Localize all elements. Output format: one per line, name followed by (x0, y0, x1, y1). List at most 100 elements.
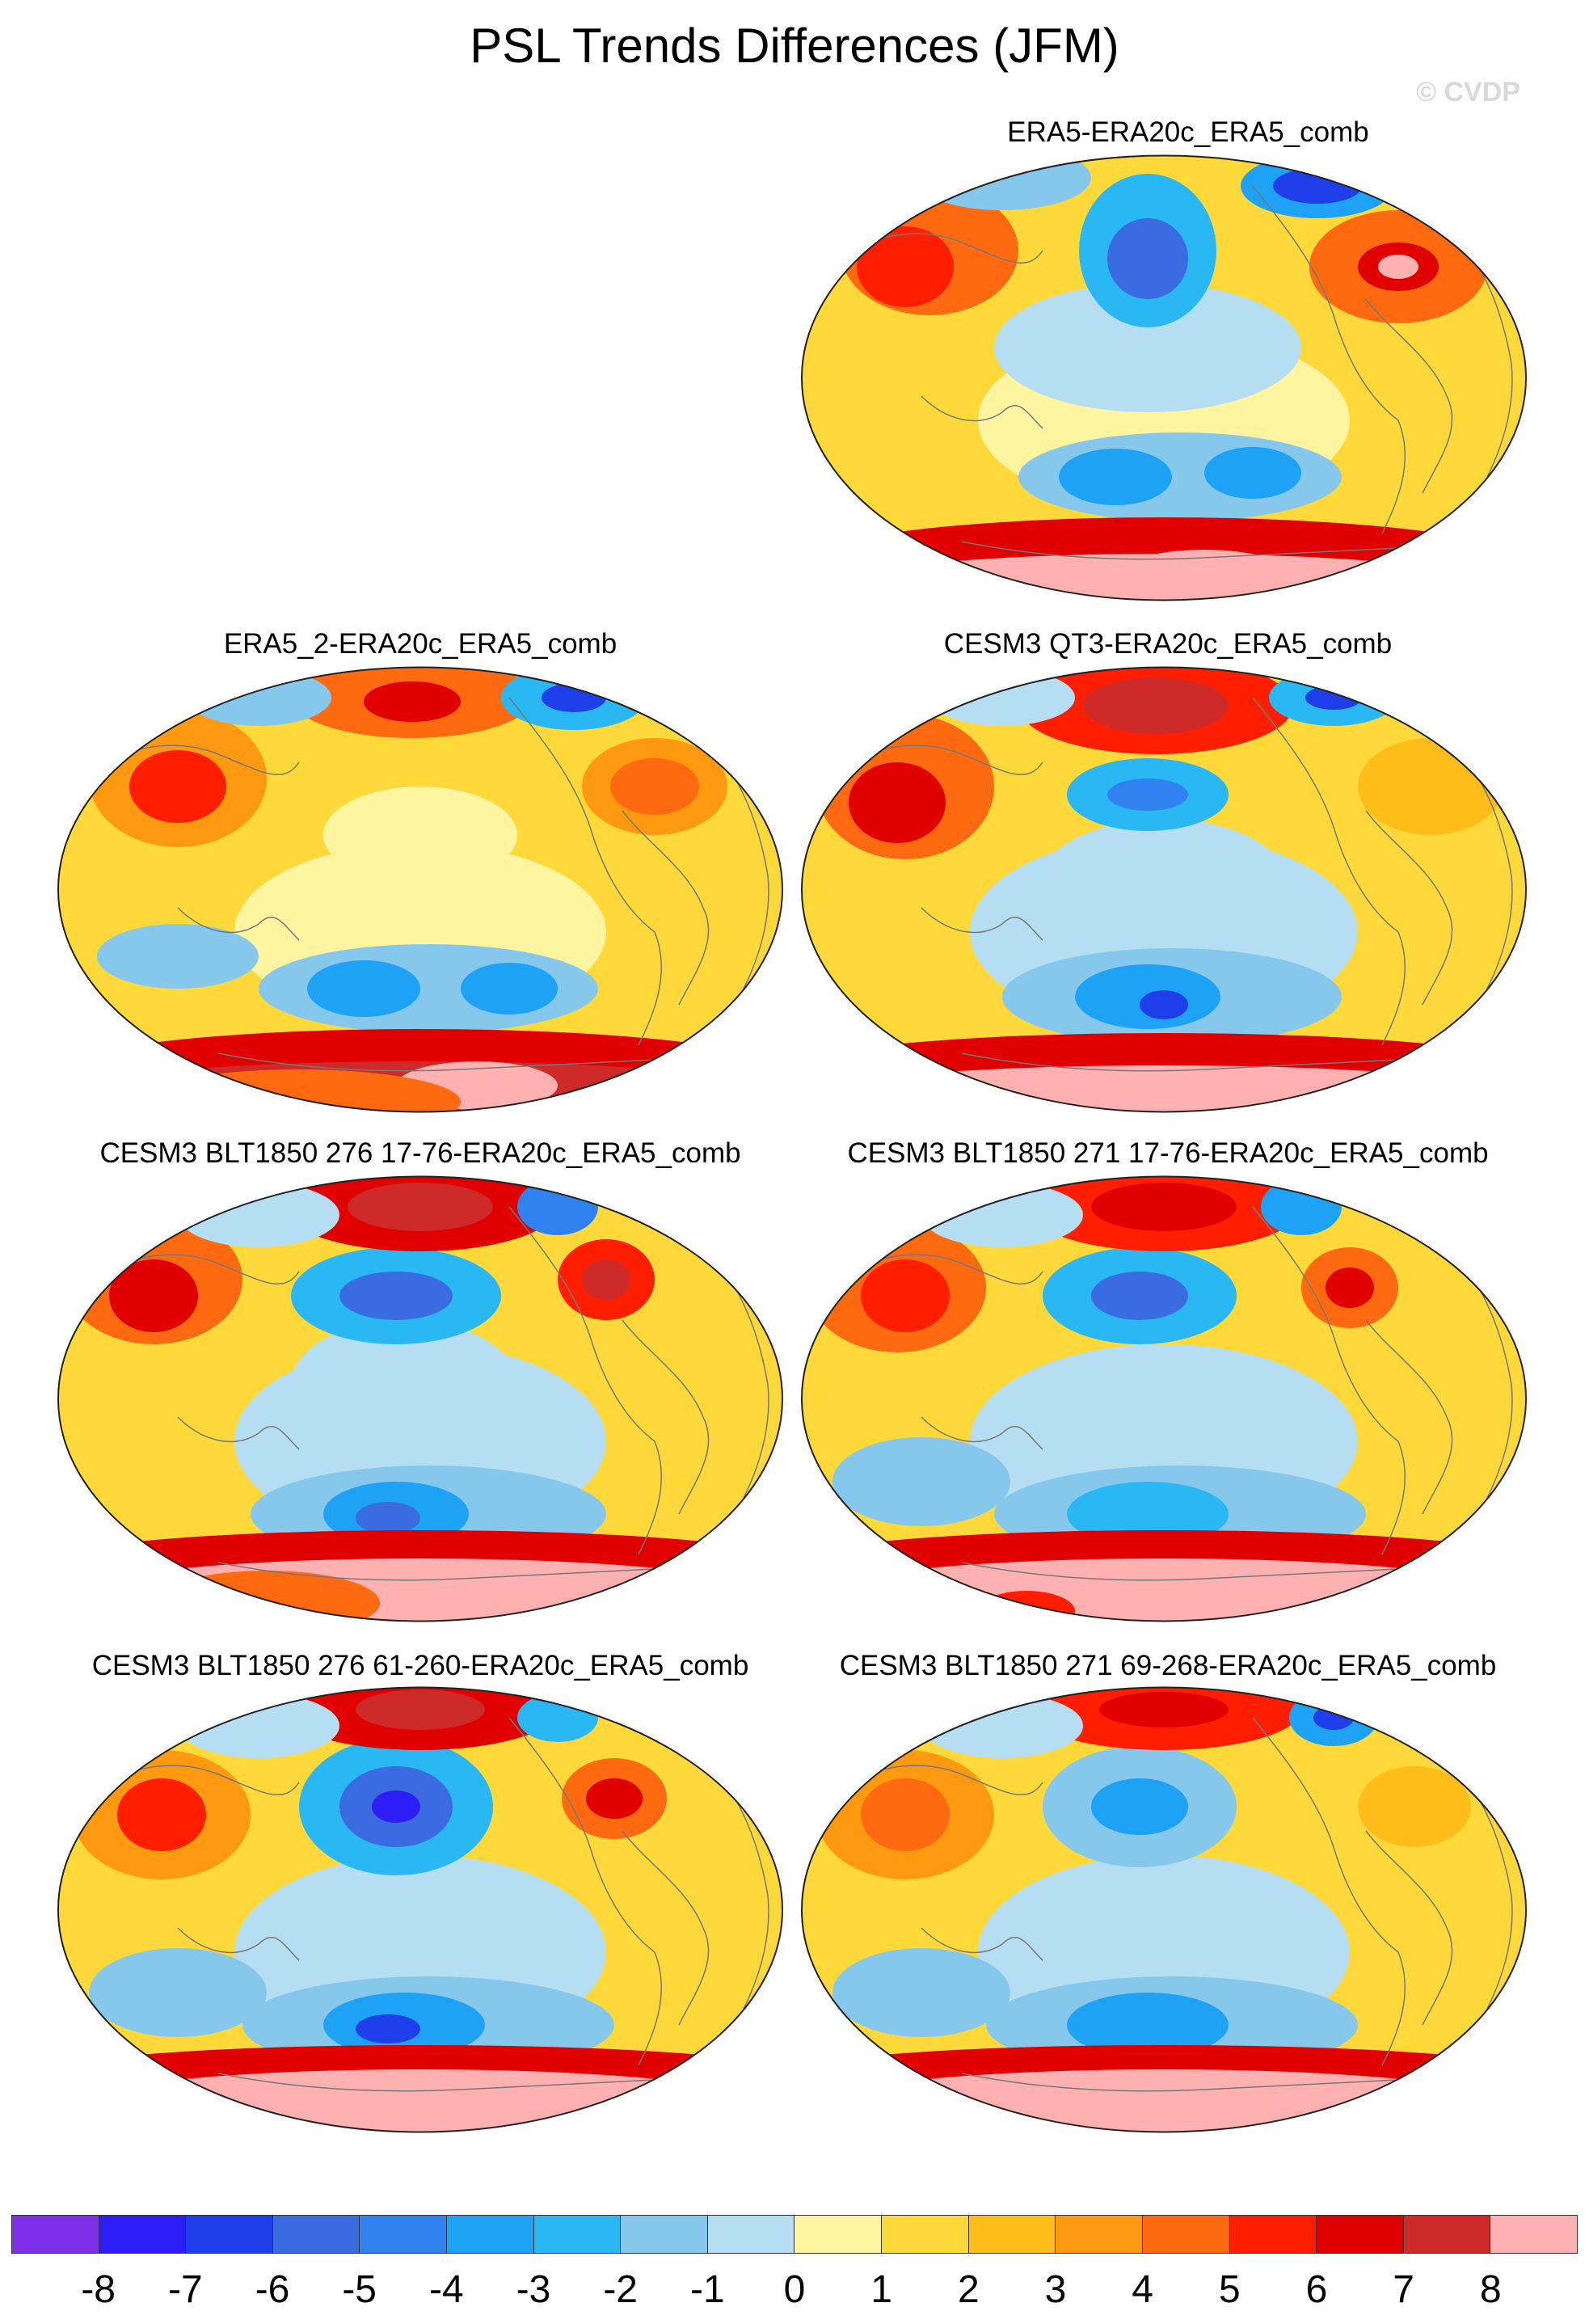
contour-region (97, 924, 259, 989)
coastline (1462, 753, 1513, 989)
colorbar-tick-label: -1 (689, 2268, 725, 2311)
map-panel-4 (57, 1175, 784, 1623)
contour-region (89, 1948, 267, 2037)
contour-region (1305, 685, 1362, 710)
map-border (57, 1175, 783, 1622)
panel-title-4: CESM3 BLT1850 276 17-76-ERA20c_ERA5_comb (99, 1137, 741, 1169)
contour-region (109, 1259, 198, 1332)
page-title: PSL Trends Differences (JFM) (470, 19, 1119, 73)
coastline (177, 907, 300, 941)
coastline (177, 1416, 300, 1450)
coastline (1252, 1206, 1406, 1555)
coastline (961, 1562, 1448, 1581)
map-border (57, 1686, 783, 2133)
colorbar-box (1056, 2216, 1143, 2253)
contour-region (372, 1790, 420, 1823)
map-panel-7 (800, 1685, 1528, 2134)
colorbar-box (99, 2216, 187, 2253)
colorbar-box (186, 2216, 273, 2253)
coastline (1462, 1774, 1513, 2010)
contour-region (921, 1183, 1083, 1247)
colorbar-tick-label: -6 (255, 2268, 290, 2311)
colorbar-tick-label: 0 (783, 2268, 806, 2311)
contour-region (1067, 1482, 1229, 1546)
contour-region (582, 1259, 630, 1300)
map-border (57, 666, 783, 1113)
coastline (719, 1263, 769, 1499)
contour-region (861, 1778, 950, 1851)
coastline (921, 1416, 1043, 1450)
colorbar-tick-label: 7 (1393, 2268, 1414, 2311)
coastline (217, 1052, 704, 1072)
colorbar-tick-label: 4 (1132, 2268, 1153, 2311)
contour-region (586, 1778, 643, 1819)
coastline (1462, 1263, 1513, 1499)
cvdp-watermark: © CVDP (1416, 77, 1520, 108)
map-svg (57, 1686, 783, 2133)
coastline (1365, 1319, 1453, 1515)
colorbar-tick-label: 1 (870, 2268, 892, 2311)
panel-title-7: CESM3 BLT1850 271 69-268-ERA20c_ERA5_com… (839, 1650, 1497, 1681)
contour-region (1099, 1692, 1229, 1727)
colorbar-tick-label: 2 (957, 2268, 980, 2311)
coastline (1365, 1830, 1453, 2026)
coastline (719, 753, 769, 989)
coastline (921, 395, 1043, 429)
contour-region (1431, 690, 1526, 754)
contour-region (849, 762, 946, 843)
contour-region (1091, 1183, 1237, 1231)
contour-region (1083, 677, 1229, 734)
coastline (961, 541, 1448, 560)
colorbar-tick-label: 3 (1044, 2268, 1067, 2311)
colorbar-box (1490, 2216, 1577, 2253)
contour-region (1091, 1272, 1188, 1320)
colorbar-tick-label: -3 (516, 2268, 551, 2311)
coastline (508, 1206, 663, 1555)
contour-region (1204, 447, 1301, 499)
coastline (1365, 810, 1453, 1006)
coastline (217, 1562, 704, 1581)
contour-region (802, 2069, 1526, 2132)
colorbar-box (360, 2216, 448, 2253)
contour-region (348, 1183, 493, 1231)
contour-region (517, 1693, 598, 1742)
contour-region (356, 2014, 420, 2044)
panel-title-1: ERA5-ERA20c_ERA5_comb (1007, 116, 1369, 148)
coastline (719, 1774, 769, 2010)
panel-title-2: ERA5_2-ERA20c_ERA5_comb (223, 628, 617, 660)
contour-region (1358, 1766, 1471, 1847)
coastline (921, 1927, 1043, 1961)
contour-region (1358, 738, 1503, 835)
map-border (801, 1175, 1527, 1622)
contour-region (1059, 449, 1172, 505)
colorbar-tick-label: -4 (428, 2268, 464, 2311)
map-panel-6 (57, 1685, 784, 2134)
map-panel-3 (800, 665, 1528, 1114)
contour-region (356, 1689, 485, 1730)
map-svg (801, 666, 1527, 1113)
contour-region (461, 963, 558, 1014)
contour-region (832, 1437, 1010, 1526)
contour-region (861, 1259, 950, 1332)
coastline (508, 1717, 663, 2066)
map-svg (801, 1175, 1527, 1622)
map-panel-1 (800, 154, 1528, 602)
coastline (1252, 1717, 1406, 2066)
contour-region (1107, 218, 1188, 299)
colorbar-box (1229, 2216, 1317, 2253)
map-svg (801, 1686, 1527, 2133)
contour-region (857, 226, 954, 307)
colorbar-box (12, 2216, 99, 2253)
coastline (622, 810, 710, 1006)
contour-region (364, 681, 461, 722)
colorbar-tick-label: 8 (1479, 2268, 1502, 2311)
coastline (1365, 298, 1453, 494)
map-border (801, 666, 1527, 1113)
coastline (177, 1927, 300, 1961)
colorbar-box (272, 2216, 360, 2253)
coastline (1252, 185, 1406, 534)
coastline (508, 697, 663, 1046)
contour-region (58, 2069, 782, 2132)
colorbar-tick-label: 6 (1305, 2268, 1328, 2311)
contour-region (339, 1272, 453, 1320)
